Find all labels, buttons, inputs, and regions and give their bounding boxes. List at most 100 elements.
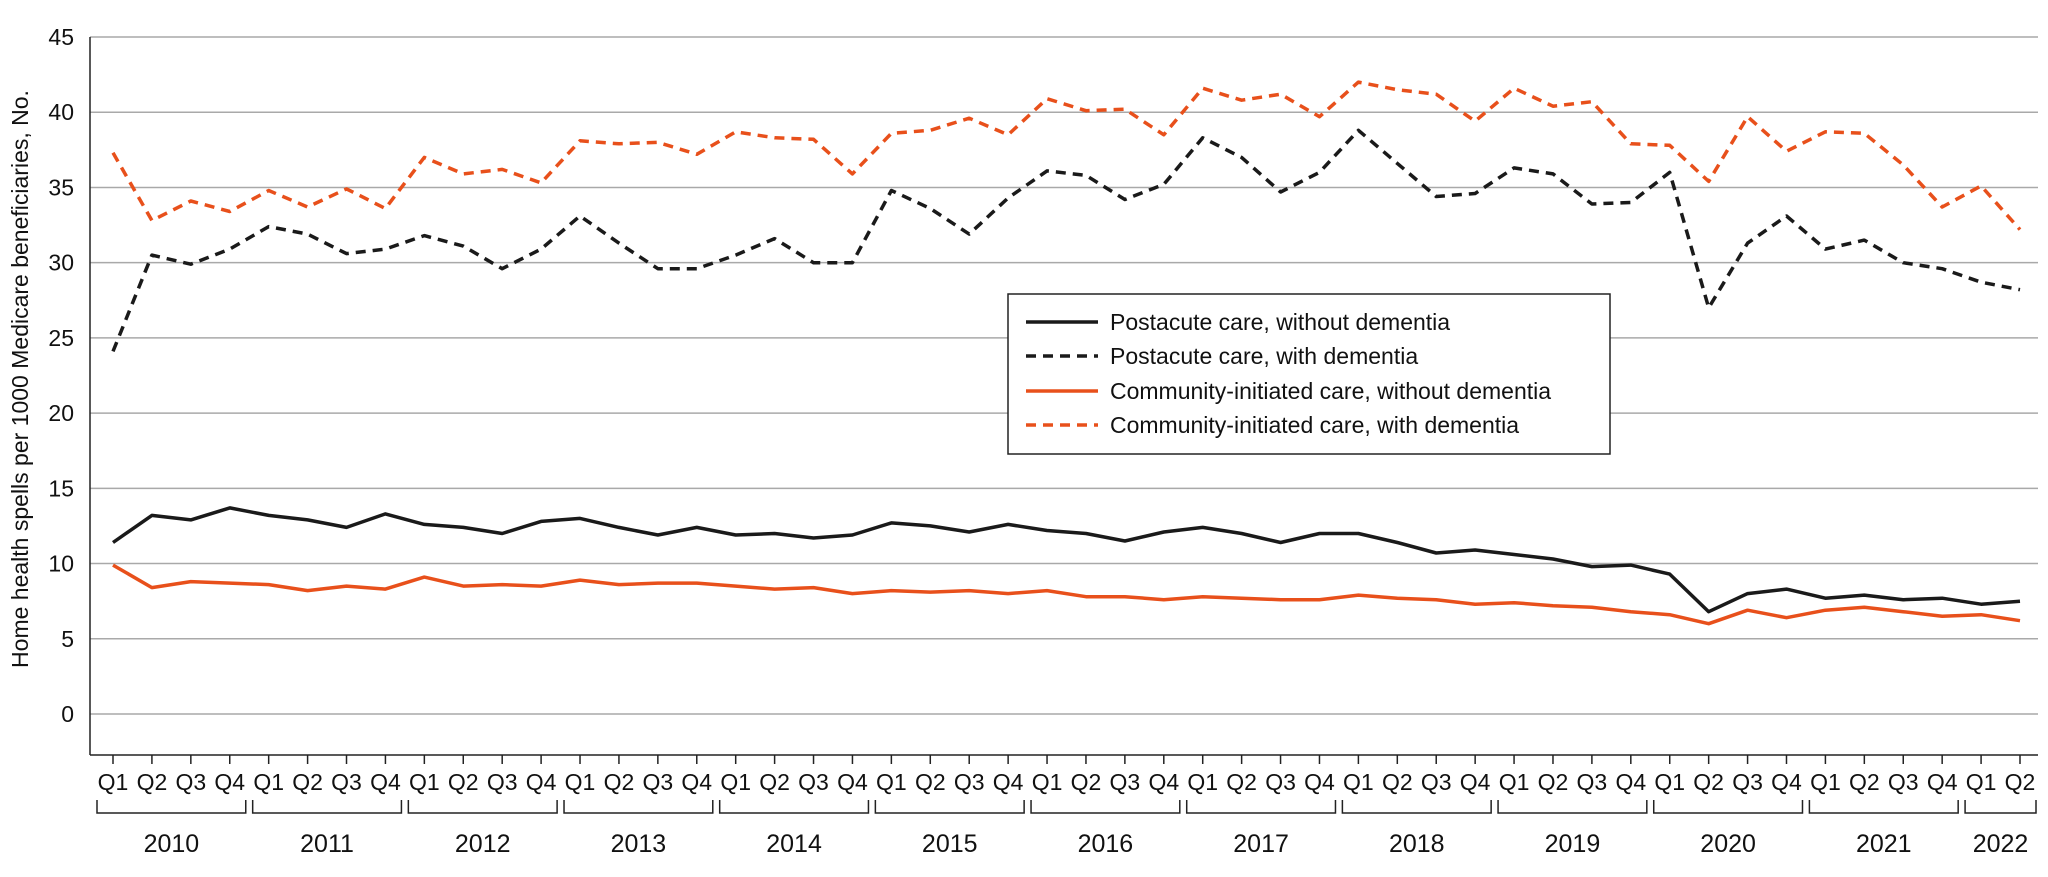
legend-box — [1007, 293, 1611, 455]
x-quarter-labels: Q1 Q2 Q3 Q4 Q1 Q2 Q3 Q4 Q1 Q2 Q3 Q4 Q1 Q2 Q3 Q4 Q1 Q2 Q3 Q4… — [98, 755, 2035, 795]
x-tick-label: Q2 — [1226, 769, 1257, 795]
x-tick-label: Q3 — [331, 769, 362, 795]
x-tick-label: Q2 — [292, 769, 323, 795]
series-line-0 — [111, 506, 2021, 614]
y-tick-labels: 0 5 10 15 20 25 30 35 40 45 — [48, 24, 74, 727]
x-tick-label: Q1 — [1654, 769, 1685, 795]
legend-item-community-without-dementia: Community-initiated care, without dement… — [1026, 378, 1551, 404]
x-tick-label: Q1 — [409, 769, 440, 795]
x-tick-label: Q4 — [370, 769, 401, 795]
year-label-2011: 2011 — [300, 830, 354, 858]
year-label-2015: 2015 — [922, 830, 978, 858]
year-label-2021: 2021 — [1856, 830, 1912, 858]
y-tick-label-10: 10 — [48, 551, 74, 577]
x-tick-label: Q3 — [643, 769, 674, 795]
year-label-2013: 2013 — [611, 830, 667, 858]
x-tick-label: Q2 — [915, 769, 946, 795]
y-tick-label-35: 35 — [48, 174, 74, 200]
legend: Postacute care, without dementia Postacu… — [1007, 293, 1611, 455]
year-bracket-2019 — [1497, 800, 1648, 814]
x-tick-label: Q1 — [1810, 769, 1841, 795]
y-tick-label-30: 30 — [48, 250, 74, 276]
y-tick-label-5: 5 — [61, 626, 74, 652]
x-tick-label: Q3 — [1888, 769, 1919, 795]
x-tick-label: Q4 — [993, 769, 1024, 795]
x-tick-label: Q2 — [759, 769, 790, 795]
year-bracket-2014 — [718, 800, 870, 814]
x-tick-label: Q2 — [1693, 769, 1724, 795]
series-line-2 — [112, 563, 2021, 626]
year-bracket-2015 — [874, 800, 1025, 814]
x-year-labels: 2010 2011 2012 2013 2014 2015 2016 2017 2018 2019… — [96, 800, 2037, 858]
year-bracket-2016 — [1030, 800, 1181, 814]
legend-item-community-with-dementia: Community-initiated care, with dementia — [1026, 412, 1519, 438]
x-tick-label: Q4 — [214, 769, 245, 795]
x-tick-label: Q4 — [1304, 769, 1335, 795]
x-tick-label: Q1 — [1343, 769, 1374, 795]
legend-item-postacute-without-dementia: Postacute care, without dementia — [1026, 309, 1450, 335]
x-tick-label: Q2 — [1382, 769, 1413, 795]
x-tick-label: Q1 — [720, 769, 751, 795]
year-label-2017: 2017 — [1233, 830, 1289, 858]
x-tick-label: Q4 — [1148, 769, 1179, 795]
x-tick-label: Q3 — [1577, 769, 1608, 795]
x-tick-label: Q1 — [253, 769, 284, 795]
year-bracket-2010 — [96, 800, 247, 814]
year-bracket-2018 — [1341, 800, 1492, 814]
y-tick-label-15: 15 — [48, 475, 74, 501]
x-tick-label: Q3 — [1421, 769, 1452, 795]
y-tick-label-0: 0 — [61, 701, 74, 727]
x-tick-label: Q4 — [526, 769, 557, 795]
x-tick-label: Q1 — [1032, 769, 1063, 795]
x-tick-label: Q3 — [1732, 769, 1763, 795]
x-tick-label: Q3 — [954, 769, 985, 795]
year-label-2012: 2012 — [455, 830, 511, 858]
series-lines — [111, 80, 2022, 626]
plot-frame — [89, 37, 2038, 756]
x-tick-label: Q4 — [1927, 769, 1958, 795]
year-bracket-2022 — [1964, 800, 2037, 814]
year-bracket-2013 — [563, 800, 714, 814]
y-tick-label-20: 20 — [48, 400, 74, 426]
x-tick-label: Q4 — [837, 769, 868, 795]
x-tick-label: Q3 — [798, 769, 829, 795]
legend-label: Postacute care, without dementia — [1110, 309, 1450, 335]
legend-item-postacute-with-dementia: Postacute care, with dementia — [1026, 343, 1418, 369]
x-tick-label: Q1 — [98, 769, 129, 795]
x-tick-label: Q4 — [1771, 769, 1802, 795]
year-bracket-2012 — [407, 800, 558, 814]
x-tick-label: Q1 — [565, 769, 596, 795]
year-label-2014: 2014 — [766, 830, 822, 858]
x-tick-label: Q4 — [1615, 769, 1646, 795]
y-axis-title: Home health spells per 1000 Medicare ben… — [7, 90, 33, 668]
x-tick-label: Q1 — [876, 769, 907, 795]
x-tick-label: Q4 — [681, 769, 712, 795]
x-tick-label: Q1 — [1966, 769, 1997, 795]
x-tick-label: Q3 — [1110, 769, 1141, 795]
x-tick-label: Q2 — [1849, 769, 1880, 795]
year-label-2020: 2020 — [1700, 830, 1756, 858]
legend-label: Postacute care, with dementia — [1110, 343, 1418, 369]
x-tick-label: Q3 — [1265, 769, 1296, 795]
x-tick-label: Q2 — [137, 769, 168, 795]
year-bracket-2011 — [251, 800, 403, 814]
series-line-1 — [111, 128, 2021, 353]
series-line-3 — [111, 80, 2022, 231]
year-label-2010: 2010 — [144, 830, 200, 858]
year-label-2016: 2016 — [1078, 830, 1134, 858]
y-tick-label-25: 25 — [48, 325, 74, 351]
year-label-2019: 2019 — [1545, 830, 1601, 858]
year-bracket-2021 — [1808, 800, 1959, 814]
x-tick-label: Q1 — [1499, 769, 1530, 795]
legend-label: Community-initiated care, with dementia — [1110, 412, 1519, 438]
x-tick-label: Q2 — [1538, 769, 1569, 795]
x-tick-label: Q3 — [175, 769, 206, 795]
year-bracket-2020 — [1652, 800, 1804, 814]
legend-label: Community-initiated care, without dement… — [1110, 378, 1551, 404]
x-tick-label: Q2 — [448, 769, 479, 795]
x-tick-label: Q2 — [604, 769, 635, 795]
year-label-2018: 2018 — [1389, 830, 1445, 858]
year-label-2022: 2022 — [1973, 830, 2029, 858]
year-bracket-2017 — [1185, 800, 1337, 814]
